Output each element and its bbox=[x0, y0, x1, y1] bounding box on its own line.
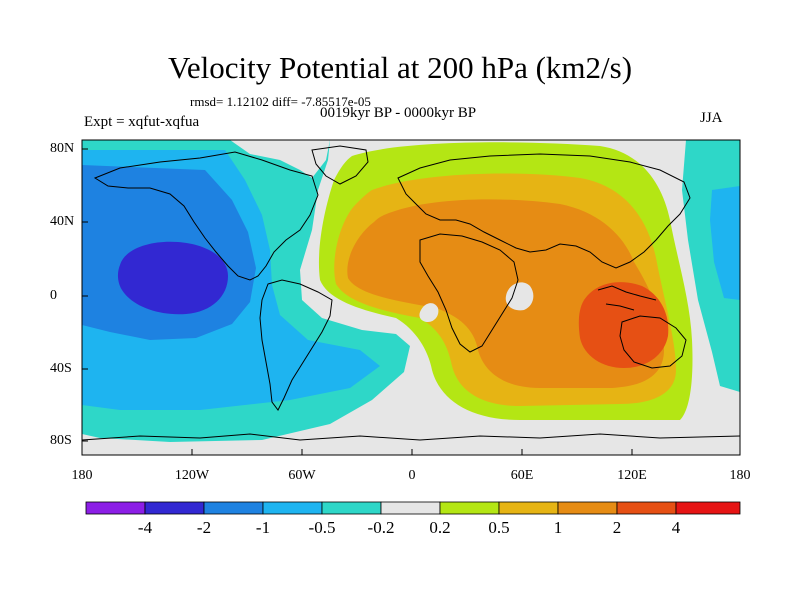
coastlines bbox=[82, 145, 740, 441]
coast-africa bbox=[419, 233, 519, 353]
colorbar bbox=[85, 501, 741, 515]
lat-label-40s: 40S bbox=[50, 361, 72, 376]
negative-region-dark-blue bbox=[117, 241, 228, 315]
colorbar-label: 0.2 bbox=[429, 518, 451, 537]
neutral-hole bbox=[505, 282, 534, 311]
neutral-hole-atlantic bbox=[419, 303, 439, 322]
contour-fill-layer bbox=[82, 140, 740, 455]
lon-label-120e: 120E bbox=[617, 468, 647, 483]
lat-label-80s: 80S bbox=[50, 433, 72, 448]
lon-label-180w: 180 bbox=[71, 468, 93, 483]
period-label: 0019kyr BP - 0000kyr BP bbox=[320, 105, 477, 121]
coast-south-america bbox=[259, 279, 333, 411]
figure-title: Velocity Potential at 200 hPa (km2/s) bbox=[167, 50, 633, 85]
coast-eurasia bbox=[397, 153, 691, 269]
colorbar-swatch bbox=[616, 501, 677, 515]
lon-label-180e: 180 bbox=[729, 468, 751, 483]
colorbar-label: -0.5 bbox=[308, 518, 336, 537]
lat-label-80n: 80N bbox=[50, 141, 75, 156]
neutral-arctic-patch bbox=[230, 140, 330, 178]
colorbar-label: 1 bbox=[553, 518, 563, 537]
colorbar-swatch bbox=[380, 501, 441, 515]
positive-region-red-orange bbox=[578, 282, 669, 368]
coast-greenland bbox=[311, 145, 369, 185]
experiment-label: Expt = xqfut-xqfua bbox=[84, 114, 200, 130]
colorbar-label: -0.2 bbox=[367, 518, 395, 537]
coast-australia bbox=[619, 315, 687, 369]
lon-label-60w: 60W bbox=[288, 468, 316, 483]
colorbar-swatch bbox=[85, 501, 146, 515]
colorbar-label: -1 bbox=[255, 518, 271, 537]
map-frame bbox=[81, 139, 741, 456]
lon-label-120w: 120W bbox=[174, 468, 210, 483]
colorbar-label: 4 bbox=[671, 518, 681, 537]
lon-label-0: 0 bbox=[408, 468, 416, 483]
colorbar-swatch bbox=[262, 501, 323, 515]
colorbar-swatch bbox=[557, 501, 618, 515]
lat-label-40n: 40N bbox=[50, 214, 75, 229]
coast-north-america bbox=[93, 151, 319, 281]
colorbar-swatch bbox=[203, 501, 264, 515]
coast-antarctica bbox=[82, 433, 740, 441]
colorbar-swatch bbox=[439, 501, 500, 515]
lon-label-60e: 60E bbox=[510, 468, 534, 483]
colorbar-swatch bbox=[144, 501, 205, 515]
colorbar-label: 0.5 bbox=[488, 518, 510, 537]
colorbar-swatch bbox=[498, 501, 559, 515]
coast-maritime-continent bbox=[597, 285, 657, 311]
east-edge-light-blue bbox=[710, 186, 740, 300]
stats-line: rmsd= 1.12102 diff= -7.85517e-05 bbox=[190, 94, 371, 109]
colorbar-swatch bbox=[675, 501, 741, 515]
colorbar-label: -4 bbox=[137, 518, 153, 537]
axis-ticks bbox=[81, 148, 741, 455]
colorbar-label: -2 bbox=[196, 518, 212, 537]
season-label: JJA bbox=[700, 110, 723, 126]
lat-label-0: 0 bbox=[50, 288, 57, 303]
colorbar-label: 2 bbox=[612, 518, 622, 537]
colorbar-swatch bbox=[321, 501, 382, 515]
